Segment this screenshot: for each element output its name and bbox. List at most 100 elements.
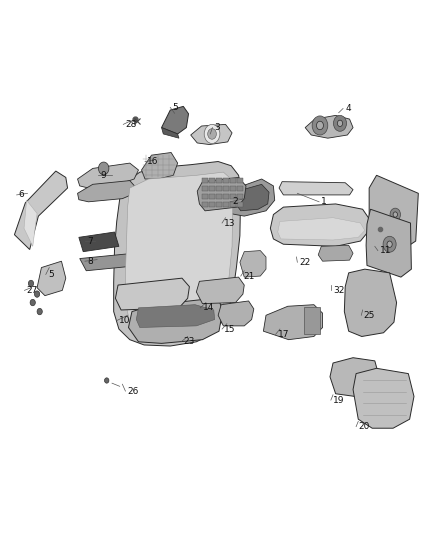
- Text: 15: 15: [224, 325, 236, 334]
- Bar: [202, 202, 208, 207]
- Circle shape: [30, 300, 35, 306]
- Polygon shape: [330, 358, 379, 397]
- Bar: [209, 186, 215, 191]
- Bar: [230, 194, 236, 199]
- Bar: [216, 194, 222, 199]
- Polygon shape: [125, 172, 233, 341]
- Bar: [237, 194, 243, 199]
- Polygon shape: [234, 184, 269, 211]
- Polygon shape: [353, 368, 414, 428]
- Text: 19: 19: [333, 395, 345, 405]
- Polygon shape: [37, 261, 66, 296]
- Text: 1: 1: [321, 197, 327, 206]
- Circle shape: [362, 292, 379, 313]
- Text: 32: 32: [333, 286, 345, 295]
- Text: 26: 26: [127, 386, 139, 395]
- Text: 17: 17: [278, 330, 289, 339]
- Circle shape: [387, 241, 392, 247]
- Bar: [230, 186, 236, 191]
- Polygon shape: [240, 251, 266, 277]
- Text: 23: 23: [184, 337, 194, 346]
- Text: 22: 22: [300, 258, 311, 266]
- Polygon shape: [369, 175, 418, 248]
- Text: 5: 5: [48, 270, 54, 279]
- Polygon shape: [278, 217, 365, 240]
- Bar: [209, 194, 215, 199]
- Circle shape: [333, 115, 346, 131]
- Bar: [223, 202, 229, 207]
- Polygon shape: [162, 127, 179, 138]
- Polygon shape: [191, 124, 232, 144]
- Bar: [202, 186, 208, 191]
- Polygon shape: [224, 179, 275, 216]
- Circle shape: [337, 120, 343, 126]
- Bar: [216, 186, 222, 191]
- Text: 11: 11: [380, 246, 392, 255]
- Text: 28: 28: [125, 120, 137, 129]
- Text: 7: 7: [87, 237, 93, 246]
- Bar: [216, 178, 222, 183]
- Circle shape: [105, 378, 109, 383]
- Text: 21: 21: [243, 271, 254, 280]
- Circle shape: [286, 313, 302, 332]
- Bar: [202, 194, 208, 199]
- Polygon shape: [116, 278, 189, 310]
- Circle shape: [367, 298, 374, 307]
- Polygon shape: [24, 200, 37, 246]
- Polygon shape: [78, 163, 138, 188]
- Text: 10: 10: [119, 316, 131, 325]
- Bar: [209, 202, 215, 207]
- Polygon shape: [366, 209, 411, 277]
- Text: 2: 2: [232, 197, 238, 206]
- Polygon shape: [114, 161, 241, 346]
- Bar: [223, 194, 229, 199]
- Polygon shape: [279, 182, 353, 195]
- Bar: [223, 186, 229, 191]
- Text: 27: 27: [27, 286, 38, 295]
- Bar: [223, 178, 229, 183]
- Bar: [216, 202, 222, 207]
- Text: 16: 16: [147, 157, 159, 166]
- Polygon shape: [162, 107, 188, 134]
- Circle shape: [390, 208, 400, 221]
- Text: 6: 6: [19, 190, 25, 199]
- Polygon shape: [318, 245, 353, 261]
- Polygon shape: [141, 152, 178, 179]
- Bar: [237, 202, 243, 207]
- Text: 20: 20: [358, 422, 370, 431]
- Text: 3: 3: [215, 123, 220, 132]
- Circle shape: [393, 212, 397, 217]
- Text: 4: 4: [345, 104, 351, 113]
- Polygon shape: [270, 204, 369, 246]
- Polygon shape: [136, 305, 215, 327]
- Polygon shape: [14, 171, 67, 249]
- Polygon shape: [79, 232, 119, 252]
- Polygon shape: [218, 301, 254, 326]
- Bar: [237, 178, 243, 183]
- Circle shape: [312, 116, 328, 135]
- Polygon shape: [196, 277, 244, 304]
- Circle shape: [317, 121, 323, 130]
- Polygon shape: [344, 269, 396, 336]
- Text: 5: 5: [173, 103, 178, 112]
- Circle shape: [28, 280, 34, 287]
- Polygon shape: [80, 253, 140, 271]
- Circle shape: [204, 124, 220, 143]
- Text: 14: 14: [202, 303, 214, 312]
- Polygon shape: [78, 181, 135, 202]
- Bar: [304, 307, 321, 334]
- Circle shape: [208, 128, 216, 139]
- Bar: [209, 178, 215, 183]
- Bar: [230, 178, 236, 183]
- Circle shape: [383, 236, 396, 252]
- Text: 9: 9: [101, 171, 106, 180]
- Circle shape: [290, 318, 297, 326]
- Circle shape: [37, 309, 42, 315]
- Circle shape: [35, 291, 40, 297]
- Polygon shape: [305, 115, 353, 138]
- Text: 25: 25: [364, 311, 375, 320]
- Polygon shape: [128, 300, 223, 343]
- Polygon shape: [263, 305, 322, 340]
- Text: 8: 8: [87, 257, 93, 265]
- Bar: [202, 178, 208, 183]
